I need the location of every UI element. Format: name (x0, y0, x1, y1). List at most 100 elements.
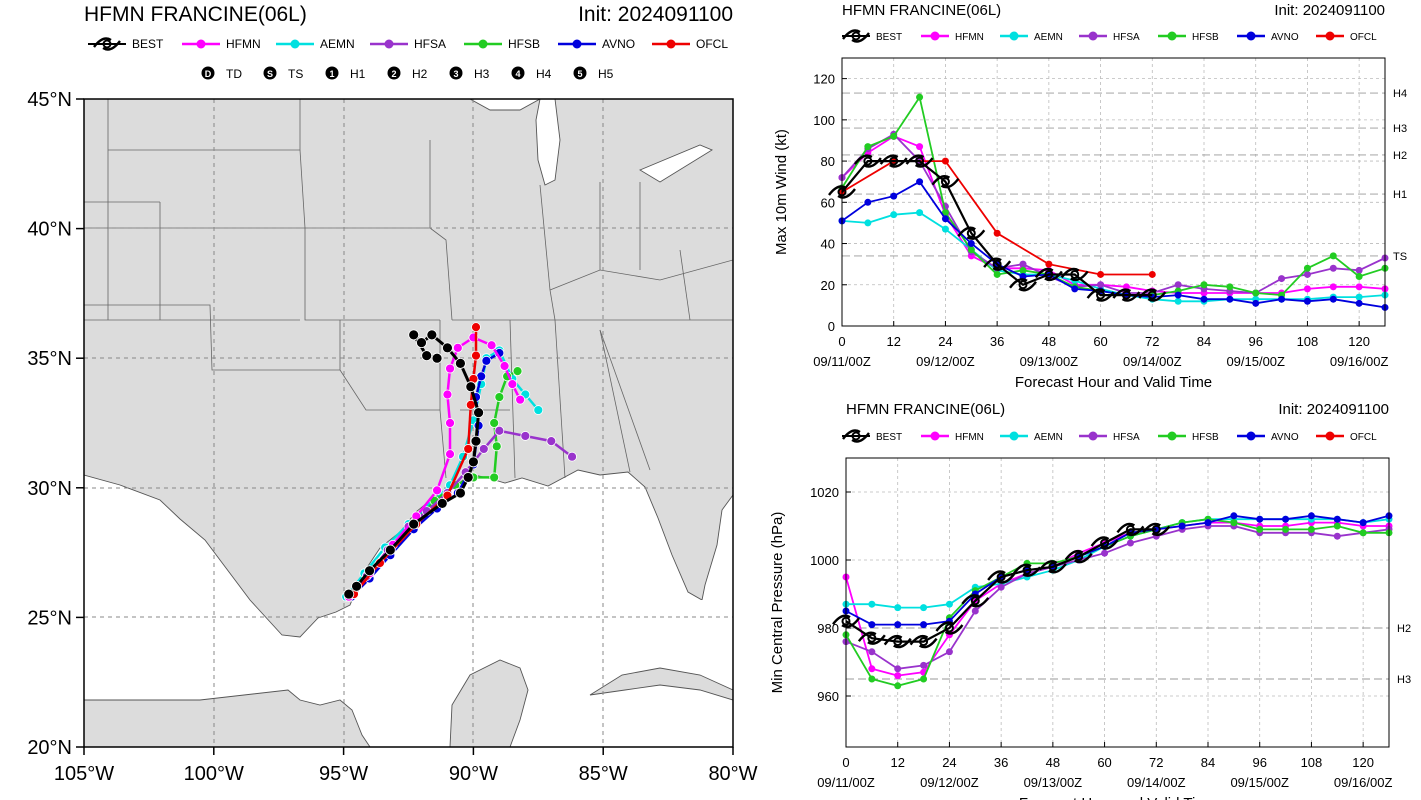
legend-label: OFCL (1350, 32, 1377, 43)
legend-marker (1167, 431, 1177, 441)
data-point (1329, 283, 1337, 291)
x-tick-label: 0 (842, 755, 849, 770)
data-point (1045, 260, 1053, 268)
data-point (1329, 264, 1337, 272)
data-point (890, 132, 898, 140)
x-tick-label: 96 (1252, 755, 1266, 770)
map-model-legend: BEST HFMN AEMN HFSA HFSB AVNO OFCL (88, 37, 728, 51)
data-point (1230, 512, 1238, 520)
data-point (883, 634, 912, 649)
legend-label: HFSA (1113, 432, 1140, 443)
intensity-symbol: D (205, 69, 212, 79)
data-point (894, 621, 902, 629)
intensity-legend-h4: 4 H4 (511, 66, 552, 81)
data-point (1252, 289, 1260, 297)
lon-tick-label: 100°W (184, 763, 244, 785)
category-label: H3 (1393, 123, 1407, 135)
data-point (916, 93, 924, 101)
date-tick-label: 09/14/00Z (1127, 775, 1186, 790)
legend-item-hfmn: HFMN (921, 431, 984, 443)
x-tick-label: 60 (1093, 334, 1107, 349)
data-point (916, 178, 924, 186)
data-point (1226, 283, 1234, 291)
y-tick-label: 80 (821, 154, 835, 169)
data-point (920, 661, 928, 669)
data-point (1355, 293, 1363, 301)
x-tick-label: 84 (1197, 334, 1211, 349)
map-land (84, 99, 733, 747)
intensity-label: TD (226, 67, 242, 81)
track-point (567, 451, 577, 462)
legend-label: HFSB (508, 37, 540, 51)
date-tick-label: 09/15/00Z (1230, 775, 1289, 790)
x-tick-label: 108 (1297, 334, 1319, 349)
x-tick-label: 120 (1352, 755, 1374, 770)
x-tick-label: 72 (1145, 334, 1159, 349)
data-point (1126, 539, 1134, 547)
legend-item-best: BEST (88, 37, 164, 51)
track-point (489, 418, 500, 428)
category-label: H2 (1397, 623, 1411, 635)
series-best (828, 154, 1167, 302)
data-point (935, 621, 964, 635)
category-line-h2: H2 (846, 623, 1411, 635)
intensity-legend-h5: 5 H5 (573, 66, 614, 81)
legend-item-ofcl: OFCL (1316, 431, 1377, 443)
track-point (473, 407, 484, 419)
data-point (1148, 270, 1156, 278)
legend-marker (1088, 431, 1098, 441)
pressure-init-label: Init: 2024091100 (1278, 401, 1389, 418)
data-point (1333, 515, 1341, 523)
map-init-label: Init: 2024091100 (578, 3, 733, 26)
data-point (868, 648, 876, 656)
intensity-label: H2 (412, 67, 428, 81)
legend-label: AEMN (320, 37, 355, 51)
legend-label: BEST (132, 37, 164, 51)
data-point (1138, 288, 1167, 302)
data-point (1355, 283, 1363, 291)
y-tick-label: 120 (813, 72, 835, 87)
track-point (421, 350, 433, 362)
data-point (1282, 525, 1290, 533)
data-point (971, 607, 979, 615)
gridlines (845, 458, 1389, 747)
data-point (1009, 278, 1037, 292)
legend-item-avno: AVNO (558, 37, 635, 51)
intensity-legend-ts: S TS (263, 66, 303, 81)
data-point (1178, 522, 1186, 530)
legend-item-aemn: AEMN (1000, 31, 1063, 43)
legend-label: HFSA (414, 37, 446, 51)
wind-title: HFMN FRANCINE(06L) (842, 2, 1001, 19)
track-point (486, 340, 497, 351)
x-tick-label: 36 (990, 334, 1004, 349)
data-point (920, 604, 928, 612)
category-line-h3: H3 (842, 123, 1407, 135)
track-point (408, 329, 420, 341)
category-label: H4 (1393, 88, 1407, 100)
data-point (1204, 519, 1212, 527)
legend-label: HFMN (226, 37, 261, 51)
wind-intensity-panel: HFMN FRANCINE(06L) Init: 2024091100 BEST… (773, 2, 1407, 391)
track-point (470, 435, 482, 447)
legend-item-hfsb: HFSB (1158, 431, 1219, 443)
data-point (1097, 270, 1105, 278)
track-point (436, 497, 448, 509)
data-point (864, 143, 872, 151)
intensity-legend-h3: 3 H3 (449, 66, 490, 81)
track-point (351, 580, 362, 592)
data-point (1355, 299, 1363, 307)
data-point (1064, 549, 1093, 564)
data-point (868, 665, 876, 673)
data-point (1307, 512, 1315, 520)
category-line-ts: TS (842, 251, 1407, 263)
track-point (494, 392, 505, 402)
lon-tick-label: 95°W (319, 763, 368, 785)
x-tick-label: 48 (1042, 334, 1056, 349)
data-point (1303, 297, 1311, 305)
track-point (520, 431, 531, 441)
data-point (1359, 529, 1367, 537)
lon-tick-label: 85°W (579, 763, 628, 785)
data-point (920, 621, 928, 629)
mexico-south-landmass (84, 689, 371, 747)
data-point (1019, 266, 1027, 274)
